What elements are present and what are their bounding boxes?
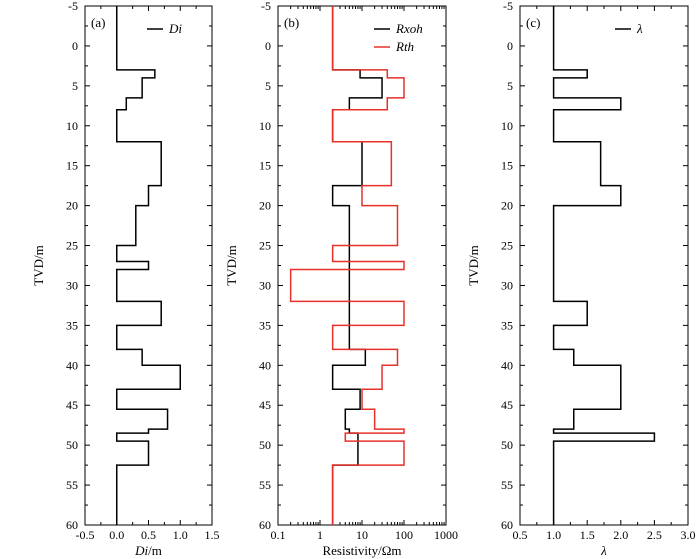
y-tick-label: 15 (66, 159, 78, 173)
y-tick-label: 5 (265, 79, 271, 93)
y-tick-label: 40 (66, 358, 78, 372)
y-tick-label: 0 (72, 39, 78, 53)
x-tick-label: 1.5 (205, 528, 220, 542)
y-tick-label: 10 (66, 119, 78, 133)
plot-frame (519, 5, 689, 526)
y-tick-label: 35 (259, 318, 271, 332)
y-tick-label: 55 (259, 478, 271, 492)
plot-frame (277, 5, 447, 526)
x-tick-label: 1.0 (546, 528, 561, 542)
y-tick-label: 45 (501, 398, 513, 412)
y-tick-label: 10 (501, 119, 513, 133)
y-tick-label: 20 (501, 199, 513, 213)
y-tick-label: 55 (501, 478, 513, 492)
x-tick-label: 10 (356, 528, 368, 542)
x-tick-label: 1.0 (173, 528, 188, 542)
y-tick-label: -5 (68, 0, 78, 13)
panel-c: -5 0 5 10 15 20 25 30 35 40 45 50 55 600.5 1.0 1.5 2.0 2.… (466, 0, 696, 558)
x-tick-label: 0.5 (141, 528, 156, 542)
y-tick-label: 5 (507, 79, 513, 93)
x-tick-label: 1.5 (580, 528, 595, 542)
x-axis-label-symbol: Di (134, 543, 148, 558)
series-line-rxoh (331, 6, 383, 525)
y-tick-label: -5 (503, 0, 513, 13)
y-tick-label: 0 (265, 39, 271, 53)
y-tick-label: 35 (501, 318, 513, 332)
series-line-λ (552, 6, 656, 525)
x-tick-label: 2.5 (647, 528, 662, 542)
y-tick-label: 20 (66, 199, 78, 213)
x-axis-label: Resistivity/Ωm (322, 543, 401, 558)
series-line-di (116, 6, 181, 525)
x-tick-label: 3.0 (681, 528, 696, 542)
y-tick-label: 30 (259, 278, 271, 292)
y-tick-label: 30 (66, 278, 78, 292)
y-tick-label: 55 (66, 478, 78, 492)
y-tick-label: 25 (259, 239, 271, 253)
y-tick-label: 30 (501, 278, 513, 292)
y-tick-label: 50 (501, 438, 513, 452)
y-tick-label: 15 (259, 159, 271, 173)
y-tick-label: 40 (501, 358, 513, 372)
y-tick-label: -5 (261, 0, 271, 13)
legend-label: Di (168, 21, 182, 36)
legend-label: λ (636, 21, 643, 36)
x-axis-label-symbol: λ (600, 543, 607, 558)
x-tick-label: 2.0 (613, 528, 628, 542)
y-tick-label: 60 (501, 518, 513, 532)
legend-label: Rth (395, 39, 414, 54)
x-tick-label: 0.0 (109, 528, 124, 542)
y-tick-label: 0 (507, 39, 513, 53)
x-axis-label-unit: Resistivity/Ωm (322, 543, 401, 558)
y-axis-label: TVD/m (466, 245, 481, 285)
y-tick-label: 50 (259, 438, 271, 452)
x-axis-label: Di/m (134, 543, 162, 558)
x-tick-label: 0.1 (271, 528, 286, 542)
x-tick-label: 100 (395, 528, 413, 542)
panel-b: -5 0 5 10 15 20 25 30 35 40 45 50 55 600.1 1 10 100 1000 R… (224, 0, 458, 558)
y-tick-label: 45 (259, 398, 271, 412)
y-axis-label: TVD/m (31, 245, 46, 285)
x-axis-label-unit: /m (148, 543, 162, 558)
y-tick-label: 10 (259, 119, 271, 133)
y-tick-label: 35 (66, 318, 78, 332)
x-tick-label: -0.5 (76, 528, 95, 542)
y-tick-label: 60 (259, 518, 271, 532)
panel-a: -5 0 5 10 15 20 25 30 35 40 45 50 55 60-0.5 0.0 0.5 1.0 1… (31, 0, 220, 558)
y-tick-label: 5 (72, 79, 78, 93)
panel-label: (c) (526, 15, 540, 30)
y-axis-label: TVD/m (224, 245, 239, 285)
y-tick-label: 50 (66, 438, 78, 452)
y-tick-label: 25 (501, 239, 513, 253)
x-axis-label: λ (600, 543, 607, 558)
y-tick-label: 60 (66, 518, 78, 532)
series-line-rth (289, 6, 405, 525)
y-tick-label: 15 (501, 159, 513, 173)
panel-label: (b) (284, 15, 299, 30)
legend-label: Rxoh (395, 21, 423, 36)
x-tick-label: 1 (317, 528, 323, 542)
panel-label: (a) (91, 15, 105, 30)
y-tick-label: 45 (66, 398, 78, 412)
y-tick-label: 20 (259, 199, 271, 213)
x-tick-label: 0.5 (513, 528, 528, 542)
y-tick-label: 25 (66, 239, 78, 253)
y-tick-label: 40 (259, 358, 271, 372)
x-tick-label: 1000 (434, 528, 458, 542)
